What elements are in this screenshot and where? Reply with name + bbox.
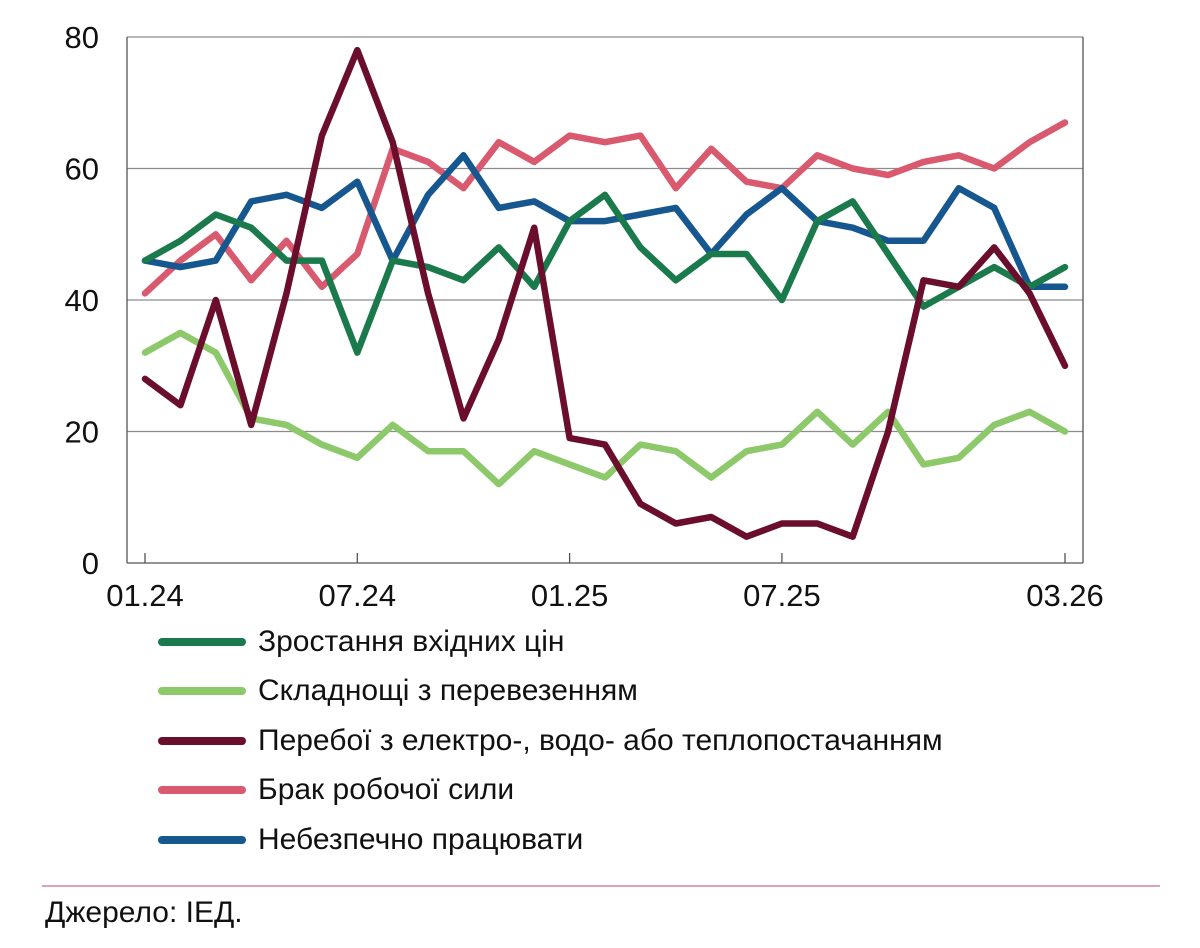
y-tick-label: 0: [82, 546, 99, 581]
legend-item: Брак робочої сили: [150, 766, 1150, 816]
y-tick-label: 20: [65, 415, 99, 450]
legend-label: Перебої з електро-, водо- або теплопоста…: [258, 723, 943, 757]
series-lines: [141, 46, 1069, 540]
legend-swatch: [158, 736, 246, 745]
y-tick-label: 80: [65, 20, 99, 55]
legend-item: Перебої з електро-, водо- або теплопоста…: [150, 716, 1150, 766]
legend-label: Складнощі з перевезенням: [258, 674, 638, 708]
x-tick-label: 07.24: [319, 578, 397, 610]
legend-label: Зростання вхідних цін: [258, 624, 565, 658]
series-line-3: [141, 191, 1069, 356]
x-tick-label: 03.26: [1026, 578, 1104, 610]
legend-swatch: [158, 786, 246, 795]
series-line-2: [141, 152, 1069, 291]
chart: 0 20 40 60 80 01.24 07.24 01.25 07.25 03.26: [65, 20, 1104, 610]
x-axis-tick-labels: 01.24 07.24 01.25 07.25 03.26: [106, 578, 1104, 610]
legend-swatch: [158, 687, 246, 696]
series-line-0: [141, 119, 1069, 297]
legend-item: Складнощі з перевезенням: [150, 667, 1150, 717]
y-tick-label: 40: [65, 283, 99, 318]
series-line-1: [141, 329, 1069, 488]
x-tick-label: 01.25: [531, 578, 609, 610]
source-note: Джерело: ІЕД.: [45, 896, 243, 929]
x-tick-label: 07.25: [743, 578, 821, 610]
legend-label: Брак робочої сили: [258, 773, 515, 807]
legend-swatch: [158, 637, 246, 646]
divider: [42, 885, 1160, 887]
series-line-4: [141, 46, 1069, 540]
x-tick-label: 01.24: [106, 578, 184, 610]
axes: [126, 37, 1084, 564]
legend-item: Небезпечно працювати: [150, 815, 1150, 865]
legend-label: Небезпечно працювати: [258, 822, 584, 856]
y-tick-label: 60: [65, 152, 99, 187]
y-axis-tick-labels: 0 20 40 60 80: [65, 20, 99, 581]
legend-swatch: [158, 835, 246, 844]
legend: Зростання вхідних цін Складнощі з перевез…: [150, 617, 1150, 865]
legend-item: Зростання вхідних цін: [150, 617, 1150, 667]
grid-lines: [127, 36, 1083, 433]
